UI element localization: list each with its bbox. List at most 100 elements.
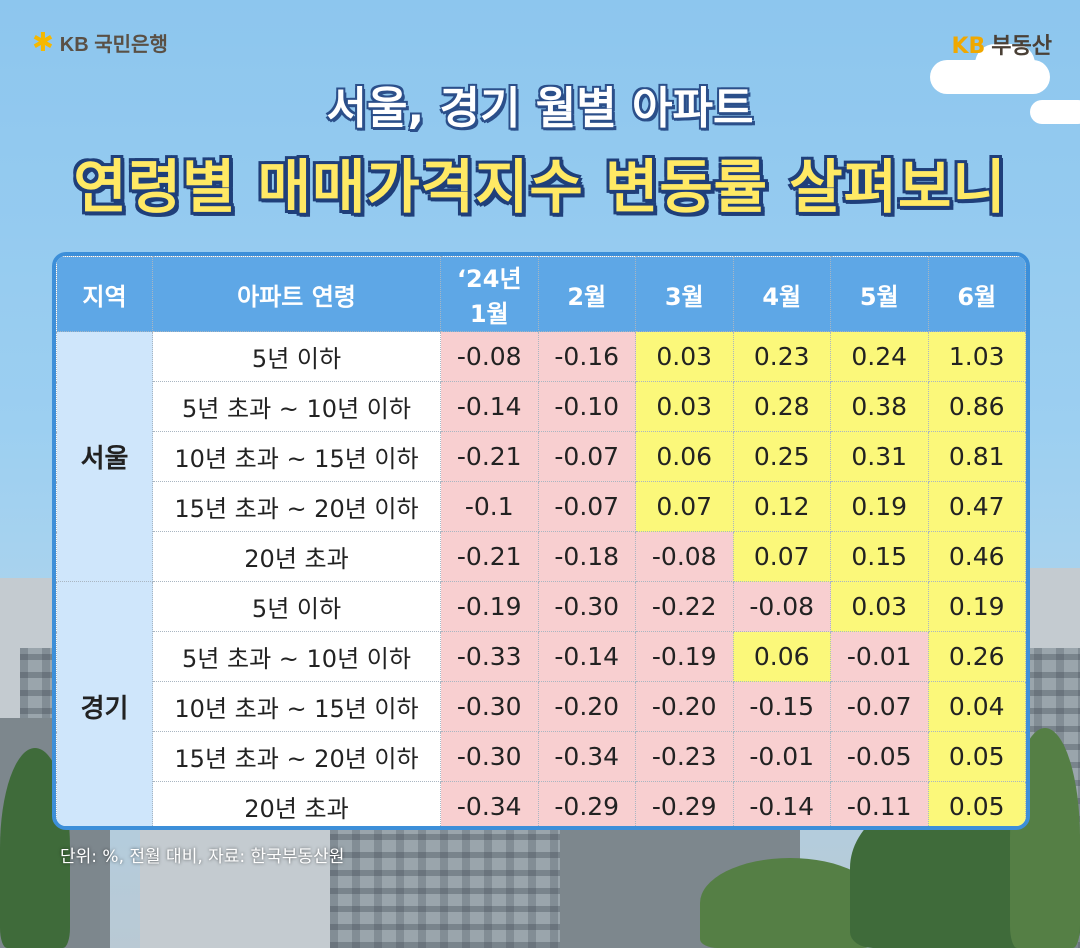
- value-cell: -0.29: [537, 781, 636, 826]
- value-cell: 0.03: [830, 581, 929, 632]
- age-cell: 20년 초과: [152, 531, 441, 582]
- value-cell: 0.03: [635, 331, 734, 382]
- value-cell: -0.01: [830, 631, 929, 682]
- value-cell: -0.30: [537, 581, 636, 632]
- value-cell: -0.18: [537, 531, 636, 582]
- cloud: [975, 44, 1035, 84]
- value-cell: 0.31: [830, 431, 929, 482]
- value-cell: -0.01: [732, 731, 831, 782]
- value-cell: -0.07: [537, 481, 636, 532]
- age-cell: 10년 초과 ~ 15년 이하: [152, 681, 441, 732]
- value-cell: 0.28: [732, 381, 831, 432]
- age-cell: 5년 이하: [152, 331, 441, 382]
- kb-realestate-kb: KB: [951, 34, 986, 59]
- column-header: 4월: [732, 256, 831, 332]
- cloud: [1030, 100, 1080, 124]
- table-row: 경기 5년 이하 -0.19 -0.30 -0.22 -0.08 0.03 0.19: [56, 581, 1026, 826]
- value-cell: 0.46: [927, 531, 1026, 582]
- value-cell: -0.20: [537, 681, 636, 732]
- value-cell: 0.38: [830, 381, 929, 432]
- value-cell: -0.34: [440, 781, 539, 826]
- column-header: 아파트 연령: [152, 256, 441, 332]
- age-cell: 10년 초과 ~ 15년 이하: [152, 431, 441, 482]
- age-cell: 20년 초과: [152, 781, 441, 826]
- column-header: 지역: [56, 256, 153, 332]
- table-row: 20년 초과 -0.34 -0.29 -0.29 -0.14 -0.11 0.05: [57, 781, 1026, 826]
- value-cell: 0.07: [732, 531, 831, 582]
- title-line2: 연령별 매매가격지수 변동률 살펴보니: [73, 153, 1007, 221]
- value-cell: 0.23: [732, 331, 831, 382]
- age-cell: 5년 초과 ~ 10년 이하: [152, 381, 441, 432]
- value-cell: -0.1: [440, 481, 539, 532]
- value-cell: 0.15: [830, 531, 929, 582]
- column-header: 5월: [830, 256, 929, 332]
- column-header: 3월: [635, 256, 734, 332]
- value-cell: 0.06: [635, 431, 734, 482]
- table-row: 서울 5년 이하 -0.08 -0.16 0.03 0.23 0.24 1.03: [56, 331, 1026, 582]
- table-body: 서울 5년 이하 -0.08 -0.16 0.03 0.23 0.24 1.03 5년 초과 ~…: [56, 331, 1026, 826]
- value-cell: -0.23: [635, 731, 734, 782]
- value-cell: -0.20: [635, 681, 734, 732]
- value-cell: -0.08: [440, 331, 539, 382]
- value-cell: -0.16: [537, 331, 636, 382]
- table-row: 15년 초과 ~ 20년 이하 -0.30 -0.34 -0.23 -0.01 -0.05…: [57, 731, 1026, 782]
- age-cell: 15년 초과 ~ 20년 이하: [152, 731, 441, 782]
- table-row: 10년 초과 ~ 15년 이하 -0.21 -0.07 0.06 0.25 0.31 0.8…: [57, 431, 1026, 482]
- region-cell: 서울: [56, 331, 153, 582]
- value-cell: -0.07: [537, 431, 636, 482]
- value-cell: -0.19: [635, 631, 734, 682]
- table-row: 20년 초과 -0.21 -0.18 -0.08 0.07 0.15 0.46: [57, 531, 1026, 582]
- value-cell: 0.86: [927, 381, 1026, 432]
- value-cell: 0.26: [927, 631, 1026, 682]
- age-cell: 15년 초과 ~ 20년 이하: [152, 481, 441, 532]
- value-cell: 0.25: [732, 431, 831, 482]
- region-cell: 경기: [56, 581, 153, 826]
- kb-bank-text: KB 국민은행: [59, 34, 168, 56]
- value-cell: 0.05: [927, 781, 1026, 826]
- value-cell: -0.08: [732, 581, 831, 632]
- value-cell: -0.30: [440, 681, 539, 732]
- age-cell: 5년 초과 ~ 10년 이하: [152, 631, 441, 682]
- footnote: 단위: %, 전월 대비, 자료: 한국부동산원: [60, 847, 345, 867]
- table-row: 15년 초과 ~ 20년 이하 -0.1 -0.07 0.07 0.12 0.19 0.47: [57, 481, 1026, 532]
- value-cell: 0.81: [927, 431, 1026, 482]
- value-cell: -0.22: [635, 581, 734, 632]
- price-index-table: 지역 아파트 연령 ‘24년 1월 2월 3월 4월 5월 6월 서울 5년 이하 -0.08 -0.…: [52, 252, 1030, 830]
- title-line1: 서울, 경기 월별 아파트: [326, 83, 754, 134]
- table-row: 5년 초과 ~ 10년 이하 -0.14 -0.10 0.03 0.28 0.38 0.86: [57, 381, 1026, 432]
- kb-star-icon: ✱: [32, 27, 54, 58]
- table-row: 10년 초과 ~ 15년 이하 -0.30 -0.20 -0.20 -0.15 -0.07…: [57, 681, 1026, 732]
- value-cell: 0.04: [927, 681, 1026, 732]
- value-cell: 0.12: [732, 481, 831, 532]
- kb-realestate-logo: KB 부동산: [951, 28, 1052, 60]
- table-row: 5년 초과 ~ 10년 이하 -0.33 -0.14 -0.19 0.06 -0.01 0.…: [57, 631, 1026, 682]
- kb-bank-logo: ✱ KB 국민은행: [32, 28, 168, 57]
- value-cell: -0.33: [440, 631, 539, 682]
- value-cell: 0.47: [927, 481, 1026, 532]
- value-cell: -0.21: [440, 531, 539, 582]
- value-cell: -0.14: [732, 781, 831, 826]
- value-cell: 0.06: [732, 631, 831, 682]
- value-cell: -0.15: [732, 681, 831, 732]
- value-cell: 0.07: [635, 481, 734, 532]
- value-cell: -0.10: [537, 381, 636, 432]
- value-cell: -0.05: [830, 731, 929, 782]
- value-cell: 0.19: [927, 581, 1026, 632]
- age-cell: 5년 이하: [152, 581, 441, 632]
- table-header-row: 지역 아파트 연령 ‘24년 1월 2월 3월 4월 5월 6월: [56, 256, 1026, 332]
- value-cell: -0.14: [537, 631, 636, 682]
- value-cell: -0.08: [635, 531, 734, 582]
- value-cell: -0.29: [635, 781, 734, 826]
- value-cell: 0.05: [927, 731, 1026, 782]
- value-cell: -0.30: [440, 731, 539, 782]
- column-header: 2월: [537, 256, 636, 332]
- value-cell: 1.03: [927, 331, 1026, 382]
- column-header: 6월: [927, 256, 1026, 332]
- value-cell: -0.21: [440, 431, 539, 482]
- value-cell: 0.19: [830, 481, 929, 532]
- value-cell: -0.11: [830, 781, 929, 826]
- value-cell: -0.19: [440, 581, 539, 632]
- value-cell: -0.34: [537, 731, 636, 782]
- column-header: ‘24년 1월: [440, 256, 539, 332]
- value-cell: -0.07: [830, 681, 929, 732]
